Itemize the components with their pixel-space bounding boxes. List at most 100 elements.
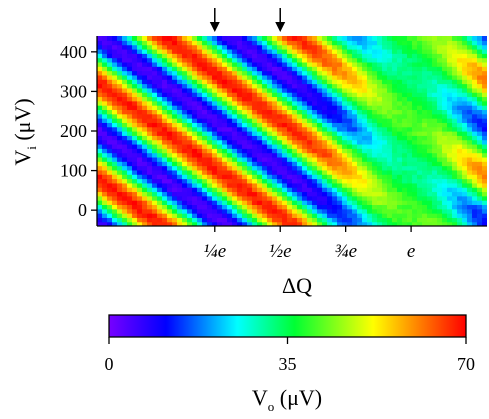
heatmap-cell bbox=[392, 61, 398, 67]
heatmap-cell bbox=[137, 66, 143, 72]
heatmap-cell bbox=[462, 57, 468, 63]
heatmap-cell bbox=[352, 87, 358, 93]
heatmap-cell bbox=[192, 182, 198, 188]
heatmap-cell bbox=[152, 118, 158, 123]
heatmap-cell bbox=[397, 143, 403, 149]
heatmap-cell bbox=[332, 139, 338, 145]
heatmap-cell bbox=[222, 122, 228, 128]
heatmap-cell bbox=[177, 165, 183, 171]
heatmap-cell bbox=[332, 126, 338, 132]
heatmap-cell bbox=[237, 92, 243, 98]
heatmap-cell bbox=[432, 92, 438, 98]
heatmap-cell bbox=[247, 40, 253, 46]
heatmap-cell bbox=[472, 118, 478, 123]
heatmap-cell bbox=[407, 143, 413, 149]
heatmap-cell bbox=[282, 152, 288, 158]
y-axis-title: Vi (μV) bbox=[10, 98, 39, 165]
heatmap-cell bbox=[152, 61, 158, 67]
heatmap-cell bbox=[257, 53, 263, 59]
heatmap-cell bbox=[142, 44, 148, 50]
heatmap-cell bbox=[162, 83, 168, 89]
heatmap-cell bbox=[427, 40, 433, 46]
heatmap-cell bbox=[237, 57, 243, 63]
heatmap-cell bbox=[167, 100, 173, 106]
heatmap-cell bbox=[182, 191, 188, 197]
heatmap-cell bbox=[347, 61, 353, 67]
heatmap-cell bbox=[252, 44, 258, 50]
heatmap-cell bbox=[412, 44, 418, 50]
heatmap-cell bbox=[457, 126, 463, 132]
heatmap-cell bbox=[362, 48, 368, 54]
colorbar-title-unit: (μV) bbox=[274, 385, 322, 410]
heatmap-cell bbox=[477, 161, 483, 167]
heatmap-cell bbox=[357, 191, 363, 197]
heatmap-cell bbox=[382, 44, 388, 50]
heatmap-cell bbox=[332, 92, 338, 98]
heatmap-cell bbox=[302, 135, 308, 141]
heatmap-cell bbox=[392, 174, 398, 180]
heatmap-cell bbox=[372, 165, 378, 171]
heatmap-cell bbox=[112, 208, 118, 214]
heatmap-cell bbox=[142, 70, 148, 76]
heatmap-cell bbox=[232, 161, 238, 167]
heatmap-cell bbox=[307, 143, 313, 149]
heatmap-cell bbox=[237, 113, 243, 119]
heatmap-cell bbox=[407, 66, 413, 72]
heatmap-cell bbox=[457, 143, 463, 149]
heatmap-cell bbox=[162, 87, 168, 93]
heatmap-cell bbox=[217, 92, 223, 98]
heatmap-cell bbox=[467, 96, 473, 102]
heatmap-cell bbox=[237, 48, 243, 54]
heatmap-cell bbox=[412, 92, 418, 98]
heatmap-cell bbox=[422, 100, 428, 106]
heatmap-cell bbox=[202, 57, 208, 63]
heatmap-cell bbox=[397, 139, 403, 145]
heatmap-cell bbox=[462, 200, 468, 206]
heatmap-cell bbox=[247, 169, 253, 175]
heatmap-cell bbox=[292, 109, 298, 115]
heatmap-cell bbox=[287, 74, 293, 80]
heatmap-cell bbox=[277, 48, 283, 54]
heatmap-cell bbox=[172, 221, 178, 226]
heatmap-cell bbox=[172, 113, 178, 119]
heatmap-cell bbox=[412, 83, 418, 89]
heatmap-cell bbox=[172, 79, 178, 85]
heatmap-cell bbox=[447, 96, 453, 102]
heatmap-cell bbox=[362, 122, 368, 128]
heatmap-cell bbox=[282, 148, 288, 154]
heatmap-cell bbox=[297, 213, 303, 218]
heatmap-cell bbox=[307, 105, 313, 111]
heatmap-cell bbox=[462, 174, 468, 180]
heatmap-cell bbox=[312, 44, 318, 50]
x-axis: ¼e ½e ¾e e bbox=[203, 226, 415, 262]
heatmap-cell bbox=[112, 40, 118, 46]
heatmap-cell bbox=[427, 174, 433, 180]
heatmap-cell bbox=[167, 195, 173, 201]
heatmap-cell bbox=[372, 135, 378, 141]
heatmap-cell bbox=[212, 122, 218, 128]
heatmap-cell bbox=[442, 156, 448, 162]
heatmap-cell bbox=[142, 87, 148, 93]
heatmap-cell bbox=[197, 48, 203, 54]
heatmap-cell bbox=[292, 48, 298, 54]
heatmap-cell bbox=[127, 100, 133, 106]
heatmap-cell bbox=[382, 53, 388, 59]
heatmap-cell bbox=[112, 156, 118, 162]
heatmap-cell bbox=[332, 195, 338, 201]
heatmap-cell bbox=[482, 96, 487, 102]
heatmap-cell bbox=[407, 187, 413, 193]
heatmap-cell bbox=[322, 148, 328, 154]
heatmap-cell bbox=[137, 122, 143, 128]
heatmap-cell bbox=[407, 156, 413, 162]
heatmap-cell bbox=[117, 53, 123, 59]
heatmap-cell bbox=[387, 48, 393, 54]
heatmap-cell bbox=[112, 100, 118, 106]
heatmap-cell bbox=[282, 161, 288, 167]
heatmap-cell bbox=[292, 191, 298, 197]
heatmap-cell bbox=[272, 105, 278, 111]
heatmap-cell bbox=[132, 100, 138, 106]
heatmap-cell bbox=[402, 131, 408, 136]
heatmap-cell bbox=[152, 74, 158, 80]
heatmap-cell bbox=[107, 204, 113, 210]
heatmap-cell bbox=[262, 195, 268, 201]
